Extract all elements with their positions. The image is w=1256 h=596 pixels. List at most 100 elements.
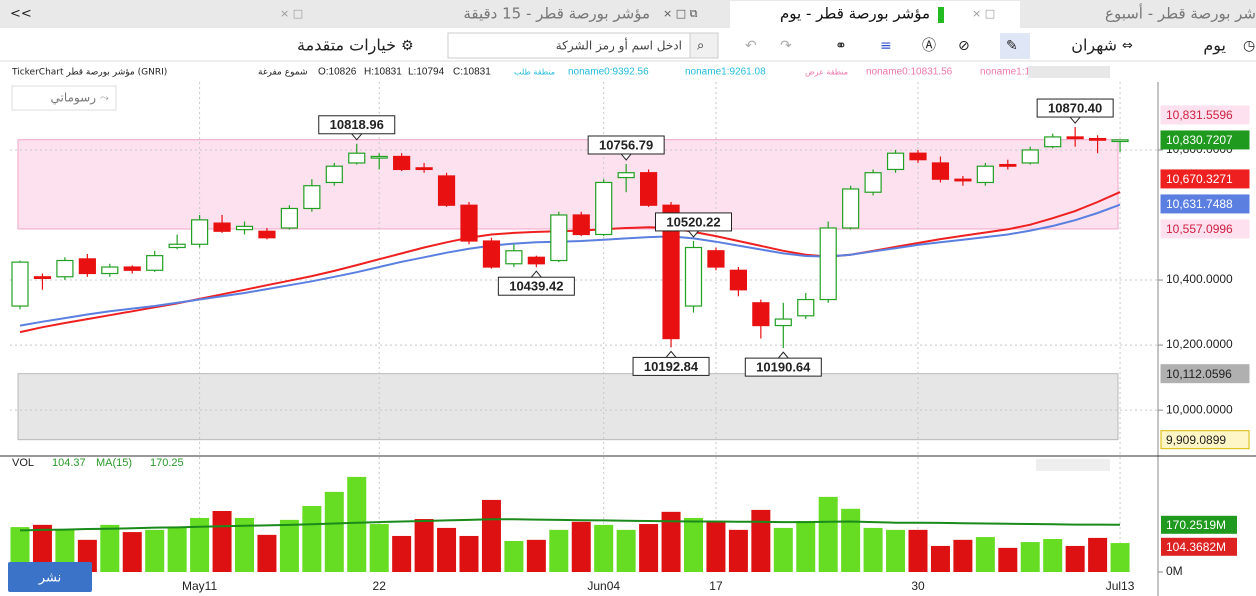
legend-item: noname1:9261.08 bbox=[685, 67, 766, 78]
annotation-label: 10190.64 bbox=[756, 360, 811, 375]
annotation-label: 10439.42 bbox=[509, 279, 563, 294]
tab-close[interactable]: × □ ⧉ bbox=[663, 7, 698, 20]
annotation-box bbox=[632, 356, 710, 376]
volume-bar bbox=[347, 476, 367, 572]
tab-close[interactable]: × □ bbox=[972, 7, 995, 20]
legend-zone: منطقة طلب bbox=[514, 68, 555, 77]
candle-body bbox=[729, 269, 748, 291]
search-placeholder[interactable]: ادخل اسم أو رمز الشركة bbox=[556, 38, 682, 54]
candle-body bbox=[123, 266, 141, 271]
candle-body bbox=[662, 204, 680, 340]
candle-body bbox=[1088, 137, 1107, 141]
volume-bar bbox=[706, 521, 726, 572]
volume-bar bbox=[661, 511, 681, 572]
volume-bar bbox=[55, 529, 75, 572]
drawings-button[interactable] bbox=[11, 85, 117, 111]
y-tick-label: 0M bbox=[1166, 564, 1183, 578]
search-icon: ⌕ bbox=[697, 39, 704, 54]
share-button[interactable] bbox=[8, 562, 92, 592]
volume-bar bbox=[908, 529, 928, 572]
legend-item: noname1:1 bbox=[980, 67, 1030, 78]
x-tick-label: 22 bbox=[373, 579, 387, 593]
price-label-box bbox=[1160, 130, 1250, 150]
volume-bar bbox=[481, 499, 501, 572]
price-label: 10,112.0596 bbox=[1166, 367, 1232, 381]
redo-icon[interactable]: ↷ bbox=[780, 38, 792, 54]
candle-body bbox=[460, 204, 478, 242]
volume-bar bbox=[279, 519, 299, 572]
volume-bar bbox=[212, 511, 232, 572]
volume-bar bbox=[526, 539, 546, 572]
volume-bar bbox=[796, 520, 816, 572]
volume-bar bbox=[728, 529, 748, 572]
tab-close[interactable]: × □ bbox=[280, 7, 303, 20]
clock-icon: ◷ bbox=[1243, 38, 1255, 54]
candle-body bbox=[78, 258, 96, 275]
volume-header: MA(15) bbox=[96, 457, 132, 469]
candle-body bbox=[505, 250, 523, 265]
volume-bar bbox=[257, 534, 277, 572]
price-label: 10,557.0996 bbox=[1166, 222, 1233, 236]
candle-body bbox=[527, 256, 545, 265]
candle-body bbox=[415, 167, 433, 171]
candle-body bbox=[146, 255, 164, 271]
tab[interactable]: مؤشر بورصة قطر - 15 دقيقة bbox=[463, 5, 650, 23]
annotation-pointer bbox=[688, 230, 699, 238]
tab[interactable]: شر بورصة قطر - أسبوع bbox=[1105, 4, 1256, 23]
drawings-icon: ⤳ bbox=[100, 91, 109, 104]
candle-body bbox=[595, 181, 613, 236]
volume-header: 104.37 bbox=[52, 457, 86, 469]
search-button[interactable] bbox=[689, 32, 719, 59]
x-tick-label: 17 bbox=[709, 579, 723, 593]
volume-bar bbox=[975, 537, 995, 572]
candle-body bbox=[213, 222, 231, 232]
annotation-box bbox=[497, 276, 575, 296]
y-tick-label: 10,200.0000 bbox=[1166, 337, 1233, 351]
price-label: 10,670.3271 bbox=[1166, 172, 1233, 186]
draw-tool[interactable] bbox=[1000, 33, 1030, 59]
candle-body bbox=[168, 243, 186, 249]
volume-label-box bbox=[1161, 537, 1237, 556]
tool-icon[interactable]: Ⓐ bbox=[922, 38, 936, 54]
volume-ma bbox=[19, 518, 1121, 532]
drawings-label: رسوماتي bbox=[51, 91, 97, 106]
candle-body bbox=[11, 261, 29, 307]
candle-body bbox=[235, 225, 254, 231]
annotation-box bbox=[1036, 98, 1114, 118]
volume-bar bbox=[190, 517, 210, 572]
volume-bar bbox=[773, 527, 793, 572]
tab-scroll[interactable]: << bbox=[10, 7, 32, 22]
tab[interactable]: مؤشر بورصة قطر - يوم bbox=[780, 5, 930, 23]
x-tick-label: May11 bbox=[182, 579, 217, 593]
active-tab[interactable] bbox=[730, 1, 1020, 28]
ohlc-high: H:10831 bbox=[364, 67, 402, 78]
tool-icon[interactable]: ≡ bbox=[880, 38, 892, 54]
volume-bar bbox=[684, 517, 703, 572]
tool-icon[interactable]: ⚭ bbox=[835, 38, 847, 54]
price-label-box bbox=[1160, 364, 1250, 384]
candle-body bbox=[931, 162, 950, 180]
volume-bar bbox=[459, 535, 479, 572]
tab-bar bbox=[0, 0, 1256, 28]
candle-body bbox=[437, 175, 456, 206]
panel-controls[interactable] bbox=[1028, 66, 1110, 78]
zone bbox=[17, 373, 1119, 441]
ohlc-open: O:10826 bbox=[318, 67, 357, 78]
candle-body bbox=[1044, 136, 1062, 148]
volume-bar bbox=[1020, 542, 1040, 572]
chart-style: شموع مفرغة bbox=[258, 68, 308, 78]
period-button[interactable]: يوم bbox=[1203, 36, 1226, 56]
legend-item: noname0:10831.56 bbox=[866, 67, 953, 78]
tool-icon[interactable]: ⊘ bbox=[958, 38, 970, 54]
undo-icon[interactable]: ↶ bbox=[745, 38, 757, 54]
candle-body bbox=[1111, 139, 1129, 143]
candle-body bbox=[33, 276, 52, 280]
price-label: 10,830.7207 bbox=[1166, 133, 1233, 147]
candle-body bbox=[303, 185, 321, 210]
candle-body bbox=[280, 207, 298, 229]
candle-body bbox=[774, 318, 792, 327]
panel-controls[interactable] bbox=[1036, 459, 1110, 471]
volume-bar bbox=[504, 540, 524, 572]
range-button[interactable]: شهران bbox=[1071, 36, 1117, 56]
advanced-options[interactable]: خيارات متقدمة bbox=[297, 36, 396, 56]
